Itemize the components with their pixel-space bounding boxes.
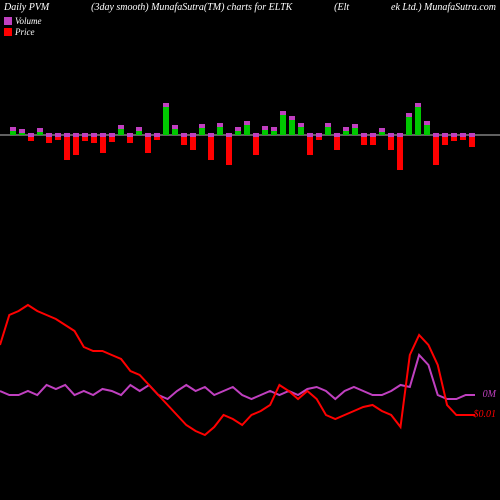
legend-price: Price <box>4 27 42 37</box>
legend-volume-label: Volume <box>15 16 42 26</box>
chart-header: Daily PVM (3day smooth) MunafaSutra(TM) … <box>0 2 500 13</box>
title-left: Daily PVM <box>0 2 53 13</box>
legend-price-label: Price <box>15 27 35 37</box>
title-center1: (3day smooth) MunafaSutra(TM) charts for… <box>87 2 296 13</box>
title-center2: (Elt <box>330 2 353 13</box>
legend-price-swatch <box>4 28 12 36</box>
legend: Volume Price <box>4 16 42 38</box>
title-right: ek Ltd.) MunafaSutra.com <box>387 2 500 13</box>
chart-container: Daily PVM (3day smooth) MunafaSutra(TM) … <box>0 0 500 500</box>
price-axis-label: $0.01 <box>474 409 497 420</box>
volume-axis-label: 0M <box>483 389 496 400</box>
legend-volume-swatch <box>4 17 12 25</box>
price-volume-line-chart <box>0 275 500 475</box>
legend-volume: Volume <box>4 16 42 26</box>
volume-bar-chart <box>0 100 500 180</box>
